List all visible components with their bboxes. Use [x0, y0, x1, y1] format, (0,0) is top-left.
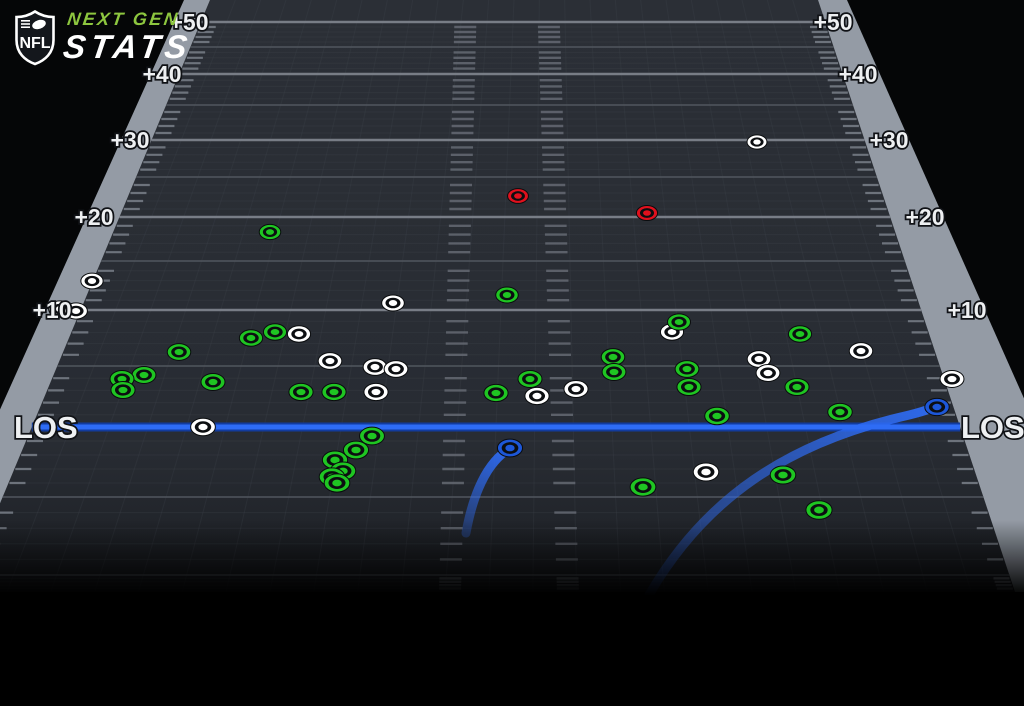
nfl-shield-text: NFL	[19, 35, 50, 52]
pass-dot-complete	[495, 286, 519, 304]
grid-line-vertical	[716, 0, 841, 593]
pass-dot-complete	[200, 372, 226, 392]
pass-dot-complete	[517, 370, 543, 388]
pass-dot-incomplete	[563, 379, 589, 399]
pass-dot-incomplete	[746, 350, 772, 368]
pass-dot-complete	[667, 313, 691, 331]
pass-dot-complete	[110, 380, 136, 400]
legend: COMPLETE INTERCEPTION TOUCHDOWN LOS LINE…	[0, 596, 1024, 706]
pass-dot-incomplete	[363, 382, 389, 402]
pass-dot-incomplete	[80, 272, 104, 290]
grid-line-vertical	[181, 0, 338, 593]
yard-label-left: +10	[32, 297, 71, 323]
pass-dot-complete	[262, 323, 288, 341]
pass-dot-incomplete	[286, 325, 312, 343]
grid-line-vertical	[444, 0, 490, 593]
pass-dot-complete	[483, 383, 509, 403]
pass-dot-incomplete	[848, 342, 874, 360]
logo-line1: NEXT GEN	[66, 9, 181, 29]
pass-dot-complete	[784, 377, 810, 397]
pass-dot-incomplete	[692, 462, 720, 482]
pass-dot-complete	[601, 363, 627, 381]
grid-line-vertical	[137, 0, 312, 593]
grid-line-vertical	[766, 0, 928, 593]
pass-dot-complete	[166, 343, 192, 361]
grid-line-vertical	[313, 0, 414, 593]
yard-label-left: +30	[110, 127, 149, 153]
grid-line-vertical	[6, 0, 236, 593]
logo-line2: STATS	[60, 28, 195, 65]
yard-label-left: +50	[169, 9, 208, 35]
yard-label-right: +40	[838, 61, 877, 87]
pass-dot-complete	[258, 223, 282, 241]
pass-dot-complete	[629, 477, 657, 497]
pass-dot-interception	[507, 188, 529, 204]
yard-label-right: +30	[869, 127, 908, 153]
pass-dot-interception	[635, 204, 659, 222]
los-label-right: LOS	[961, 410, 1024, 445]
pass-dot-complete	[600, 348, 626, 366]
pass-dot-complete	[323, 473, 351, 493]
grid-line-vertical	[225, 0, 363, 593]
pass-dot-complete	[704, 406, 730, 426]
grid-line-vertical	[50, 0, 262, 593]
los-label-left: LOS	[14, 410, 78, 445]
grid-line-vertical	[532, 0, 540, 593]
pass-dot-incomplete	[362, 358, 388, 376]
pass-dot-incomplete	[383, 360, 409, 378]
pass-dot-incomplete	[48, 300, 72, 318]
pass-dot-complete	[787, 325, 813, 343]
right-sideline	[818, 0, 1024, 592]
grid-line-vertical	[614, 0, 665, 593]
grid-line-vertical	[589, 0, 621, 593]
grid-line-vertical	[741, 0, 884, 593]
pass-dot-incomplete	[190, 417, 216, 437]
grid-line-vertical	[564, 0, 578, 593]
pass-dot-complete	[321, 382, 347, 402]
yard-label-left: +20	[74, 204, 113, 230]
pass-dot-touchdown	[496, 438, 524, 458]
pass-dot-complete	[131, 366, 157, 384]
ngs-logo: NFL NEXT GEN STATS	[14, 9, 195, 66]
grid-line-vertical	[640, 0, 709, 593]
pass-dot-incomplete	[755, 364, 781, 382]
nfl-shield-icon: NFL	[15, 10, 55, 66]
pass-dot-incomplete	[381, 294, 405, 312]
pass-dot-complete	[674, 360, 700, 378]
yard-label-right: +20	[905, 204, 944, 230]
pass-dot-incomplete	[746, 134, 768, 150]
grid-line-vertical	[690, 0, 797, 593]
pass-dot-complete	[359, 426, 385, 446]
grid-line-vertical	[94, 0, 287, 593]
pass-dot-complete	[342, 440, 370, 460]
left-sideline	[0, 0, 210, 504]
pass-dot-incomplete	[64, 302, 88, 320]
pass-dot-incomplete	[524, 386, 550, 406]
pass-dot-complete	[769, 465, 797, 485]
field-bottom-fade	[0, 520, 1024, 596]
grid-line-vertical	[269, 0, 388, 593]
field-canvas: +50 +50 +40 +40 +30 +30 +20 +20 +10 +10 LOS LOS	[0, 0, 1024, 596]
pass-dot-incomplete	[939, 370, 965, 388]
pass-dot-complete	[238, 329, 264, 347]
grid-line-vertical	[792, 0, 972, 593]
pass-dot-complete	[805, 500, 833, 520]
pass-dot-incomplete	[317, 352, 343, 370]
yard-label-left: +40	[142, 61, 181, 87]
yard-label-right: +50	[813, 9, 852, 35]
pass-dot-complete	[827, 402, 853, 422]
pass-dot-complete	[676, 377, 702, 397]
pass-dot-touchdown	[924, 397, 950, 417]
yard-label-right: +10	[947, 297, 986, 323]
pass-dot-complete	[288, 382, 314, 402]
